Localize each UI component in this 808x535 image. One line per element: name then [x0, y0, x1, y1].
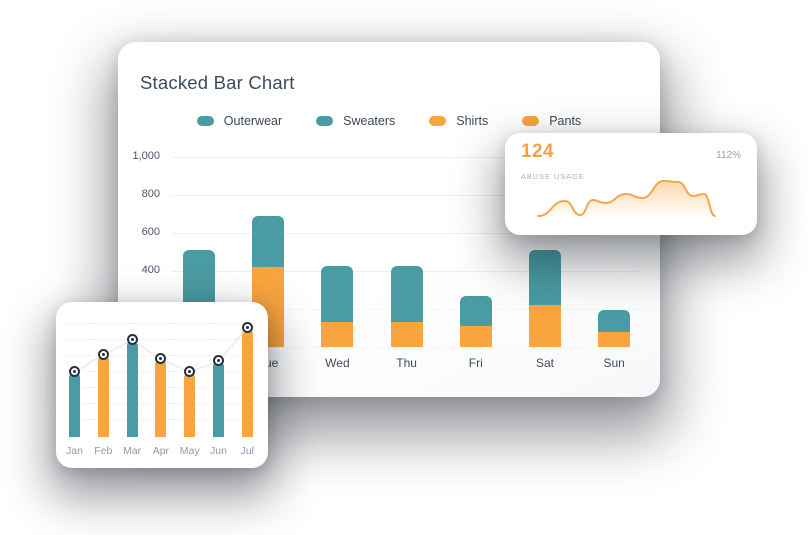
mini-gridline	[68, 323, 256, 324]
card-title: Stacked Bar Chart	[140, 72, 295, 93]
mini-bar-jan[interactable]	[69, 372, 80, 437]
y-axis-label-1000: 1,000	[132, 150, 160, 162]
segment-outerwear-sweaters	[252, 215, 285, 268]
segment-shirts-pants	[459, 326, 492, 347]
stat-percentage-badge: 112%	[716, 150, 741, 161]
segment-outerwear-sweaters	[321, 266, 354, 323]
mini-bar-apr[interactable]	[155, 359, 167, 437]
month-label-jun: Jun	[210, 445, 227, 457]
month-label-mar: Mar	[123, 445, 142, 457]
teal-legend-swatch-icon	[196, 116, 214, 126]
stacked-bar-wed[interactable]	[321, 266, 354, 347]
legend-label: Pants	[549, 114, 582, 128]
mini-bar-may[interactable]	[184, 372, 196, 437]
legend-item-outerwear[interactable]: Outerwear	[196, 114, 283, 128]
legend-item-shirts[interactable]: Shirts	[429, 114, 488, 128]
sparkline-chart	[537, 180, 716, 217]
x-axis-label-wed: Wed	[325, 356, 350, 370]
gridline-600	[172, 232, 640, 234]
orange-legend-swatch-icon	[429, 116, 447, 126]
marker-dot-may	[186, 368, 194, 375]
mini-gridline	[68, 339, 256, 340]
marker-dot-apr	[157, 355, 165, 362]
mini-bar-feb[interactable]	[97, 355, 109, 437]
stacked-bar-sun[interactable]	[598, 309, 631, 347]
segment-outerwear-sweaters	[529, 250, 561, 306]
month-label-apr: Apr	[152, 445, 170, 457]
marker-dot-mar	[128, 336, 136, 343]
monthly-mini-chart-card: Jan Feb Mar Apr May Jun Jul	[56, 302, 268, 468]
x-axis-label-sat: Sat	[535, 356, 554, 370]
legend-item-sweaters[interactable]: Sweaters	[316, 114, 395, 128]
x-axis-label-thu: Thu	[396, 356, 417, 370]
legend-item-pants[interactable]: Pants	[522, 114, 581, 128]
marker-dot-jan	[71, 368, 78, 375]
month-label-feb: Feb	[94, 445, 113, 457]
segment-shirts-pants	[321, 322, 354, 347]
x-axis-label-fri: Fri	[468, 356, 483, 370]
legend-label: Shirts	[456, 114, 489, 128]
segment-outerwear-sweaters	[390, 266, 423, 323]
abuse-usage-stat-card: 124 112% ABUSE USAGE	[505, 133, 757, 235]
stacked-bar-sat[interactable]	[529, 250, 561, 347]
stacked-bar-thu[interactable]	[390, 266, 423, 347]
teal-legend-swatch-icon	[316, 116, 334, 126]
segment-shirts-pants	[598, 331, 631, 347]
segment-shirts-pants	[390, 322, 423, 347]
gridline-0	[172, 346, 640, 348]
x-axis-label-sun: Sun	[603, 356, 625, 370]
segment-shirts-pants	[529, 305, 561, 347]
stacked-bar-plot: 02004006008001,000MonTueWedThuFriSatSun	[118, 42, 660, 397]
legend-label: Outerwear	[223, 114, 283, 128]
y-axis-label-400: 400	[141, 264, 160, 276]
marker-dot-feb	[99, 351, 107, 358]
mini-bar-plot: Jan Feb Mar Apr May Jun Jul	[56, 302, 268, 468]
y-axis-label-800: 800	[141, 188, 160, 200]
legend-label: Sweaters	[343, 114, 396, 128]
marker-dot-jun	[215, 357, 222, 364]
connector-line	[74, 327, 248, 373]
stat-label: ABUSE USAGE	[521, 172, 585, 181]
orange-legend-swatch-icon	[522, 116, 540, 126]
chart-legend: Outerwear Sweaters Shirts Pants	[118, 112, 660, 130]
month-label-jul: Jul	[240, 445, 255, 457]
marker-dot-jul	[243, 324, 251, 331]
segment-outerwear-sweaters	[459, 295, 492, 327]
stat-value: 124	[521, 141, 554, 162]
gridline-800	[172, 194, 640, 196]
month-label-may: May	[179, 445, 200, 457]
mini-bar-jul[interactable]	[241, 328, 253, 437]
mini-bar-jun[interactable]	[213, 361, 224, 437]
month-label-jan: Jan	[66, 445, 83, 457]
segment-outerwear-sweaters	[598, 309, 631, 332]
stacked-bar-fri[interactable]	[459, 295, 492, 347]
gridline-1000	[172, 156, 640, 158]
y-axis-label-600: 600	[141, 226, 160, 238]
mini-bar-mar[interactable]	[126, 340, 138, 437]
